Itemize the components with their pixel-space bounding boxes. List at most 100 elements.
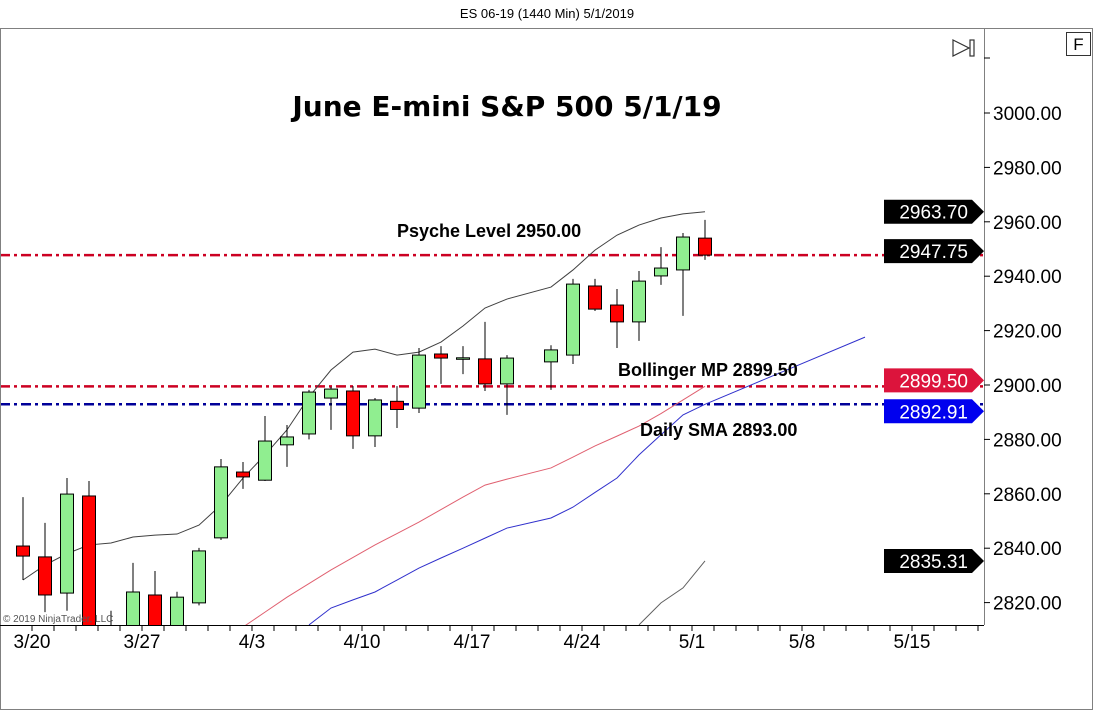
candle-body-up bbox=[258, 440, 272, 481]
candle bbox=[346, 386, 360, 449]
candle-body-up bbox=[654, 267, 668, 277]
candle bbox=[456, 346, 470, 375]
candle bbox=[698, 219, 712, 260]
price-tag-bg bbox=[884, 368, 984, 393]
y-tick-label: 2860.00 bbox=[993, 485, 1062, 506]
chart-title: June E-mini S&P 500 5/1/19 bbox=[290, 90, 721, 123]
bollinger-midpoint-line bbox=[245, 385, 706, 625]
candle-body-down bbox=[434, 353, 448, 359]
end-bar-icon bbox=[969, 39, 975, 57]
candle-body-up bbox=[500, 357, 514, 385]
level-annotation: Bollinger MP 2899.50 bbox=[618, 360, 798, 380]
y-tick-label: 2920.00 bbox=[993, 322, 1062, 343]
x-tick-label: 4/3 bbox=[239, 632, 265, 653]
candle-body-down bbox=[236, 471, 250, 478]
candle bbox=[500, 355, 514, 415]
candle-body-up bbox=[192, 550, 206, 604]
candle-body-up bbox=[544, 349, 558, 363]
price-tag-text: 2947.75 bbox=[899, 242, 968, 263]
candle bbox=[82, 481, 96, 625]
candle bbox=[654, 247, 668, 285]
candle-body-up bbox=[302, 391, 316, 435]
candle bbox=[566, 278, 580, 365]
f-button[interactable]: F bbox=[1066, 32, 1091, 56]
scroll-to-end-button[interactable] bbox=[952, 39, 975, 57]
y-tick-label: 2820.00 bbox=[993, 594, 1062, 615]
plot-area bbox=[1, 211, 984, 640]
candle-body-up bbox=[126, 591, 140, 625]
candle-body-down bbox=[38, 556, 52, 596]
candle-body-down bbox=[346, 390, 360, 437]
candle-body-up bbox=[456, 357, 470, 360]
candle bbox=[105, 610, 118, 640]
candle-body-up bbox=[676, 236, 690, 271]
candle bbox=[236, 461, 250, 489]
candle-body-up bbox=[214, 466, 228, 539]
candle-body-down bbox=[148, 594, 162, 625]
candle-body-up bbox=[105, 635, 118, 640]
play-to-end-icon bbox=[952, 39, 971, 57]
candle-body-down bbox=[478, 358, 492, 385]
candle-body-up bbox=[324, 388, 338, 399]
price-tag-bg bbox=[884, 199, 984, 224]
candle bbox=[324, 386, 338, 430]
candle bbox=[544, 345, 558, 390]
candle-body-down bbox=[588, 285, 602, 310]
candle bbox=[588, 278, 602, 312]
candle bbox=[676, 232, 690, 316]
candle-body-down bbox=[82, 495, 96, 625]
candle bbox=[434, 346, 448, 384]
x-tick-label: 5/1 bbox=[679, 632, 705, 653]
price-tag-text: 2963.70 bbox=[899, 203, 968, 224]
price-tag-text: 2899.50 bbox=[899, 371, 968, 392]
candle-body-up bbox=[368, 399, 382, 437]
price-tag-text: 2835.31 bbox=[899, 552, 968, 573]
candle-body-up bbox=[412, 354, 426, 409]
price-tag-bg bbox=[884, 548, 984, 573]
y-tick-label: 2840.00 bbox=[993, 539, 1062, 560]
price-tag: 2947.75 bbox=[884, 239, 984, 264]
x-tick-label: 5/8 bbox=[789, 632, 815, 653]
lower-bollinger-band bbox=[638, 560, 706, 625]
x-tick-label: 4/24 bbox=[564, 632, 601, 653]
y-tick-label: 2980.00 bbox=[993, 158, 1062, 179]
candle-body-up bbox=[632, 280, 646, 323]
daily-sma-line bbox=[308, 336, 866, 625]
price-tag: 2835.31 bbox=[884, 548, 984, 573]
candle-body-down bbox=[610, 304, 624, 323]
level-annotation: Psyche Level 2950.00 bbox=[397, 221, 581, 241]
candle bbox=[610, 288, 624, 349]
watermark: © 2019 NinjaTrader, LLC bbox=[3, 614, 113, 625]
candle bbox=[170, 591, 184, 625]
f-button-box bbox=[1066, 32, 1091, 56]
candle bbox=[412, 348, 426, 414]
x-tick-label: 3/27 bbox=[124, 632, 161, 653]
candle-body-down bbox=[16, 545, 30, 557]
candle-body-up bbox=[280, 436, 294, 446]
upper-bollinger-band bbox=[22, 211, 706, 581]
y-tick-label: 2960.00 bbox=[993, 213, 1062, 234]
candle bbox=[16, 497, 30, 581]
candle bbox=[214, 458, 228, 541]
price-tag-bg bbox=[884, 399, 984, 424]
candle-body-up bbox=[60, 493, 74, 594]
candle-body-up bbox=[566, 283, 580, 356]
y-tick-label: 2880.00 bbox=[993, 430, 1062, 451]
candle bbox=[148, 571, 162, 625]
candle-body-up bbox=[170, 596, 184, 625]
y-tick-label: 2900.00 bbox=[993, 376, 1062, 397]
candle bbox=[478, 321, 492, 391]
level-annotation: Daily SMA 2893.00 bbox=[640, 420, 797, 440]
candle bbox=[632, 271, 646, 341]
candle bbox=[258, 416, 272, 482]
window-title: ES 06-19 (1440 Min) 5/1/2019 bbox=[459, 6, 635, 21]
candle-body-down bbox=[390, 400, 404, 410]
x-tick-label: 3/20 bbox=[14, 632, 51, 653]
x-tick-label: 5/15 bbox=[894, 632, 931, 653]
price-tag-text: 2892.91 bbox=[899, 402, 968, 423]
x-tick-label: 4/17 bbox=[454, 632, 491, 653]
price-tag-bg bbox=[884, 239, 984, 264]
x-tick-label: 4/10 bbox=[344, 632, 381, 653]
price-tag: 2963.70 bbox=[884, 199, 984, 224]
